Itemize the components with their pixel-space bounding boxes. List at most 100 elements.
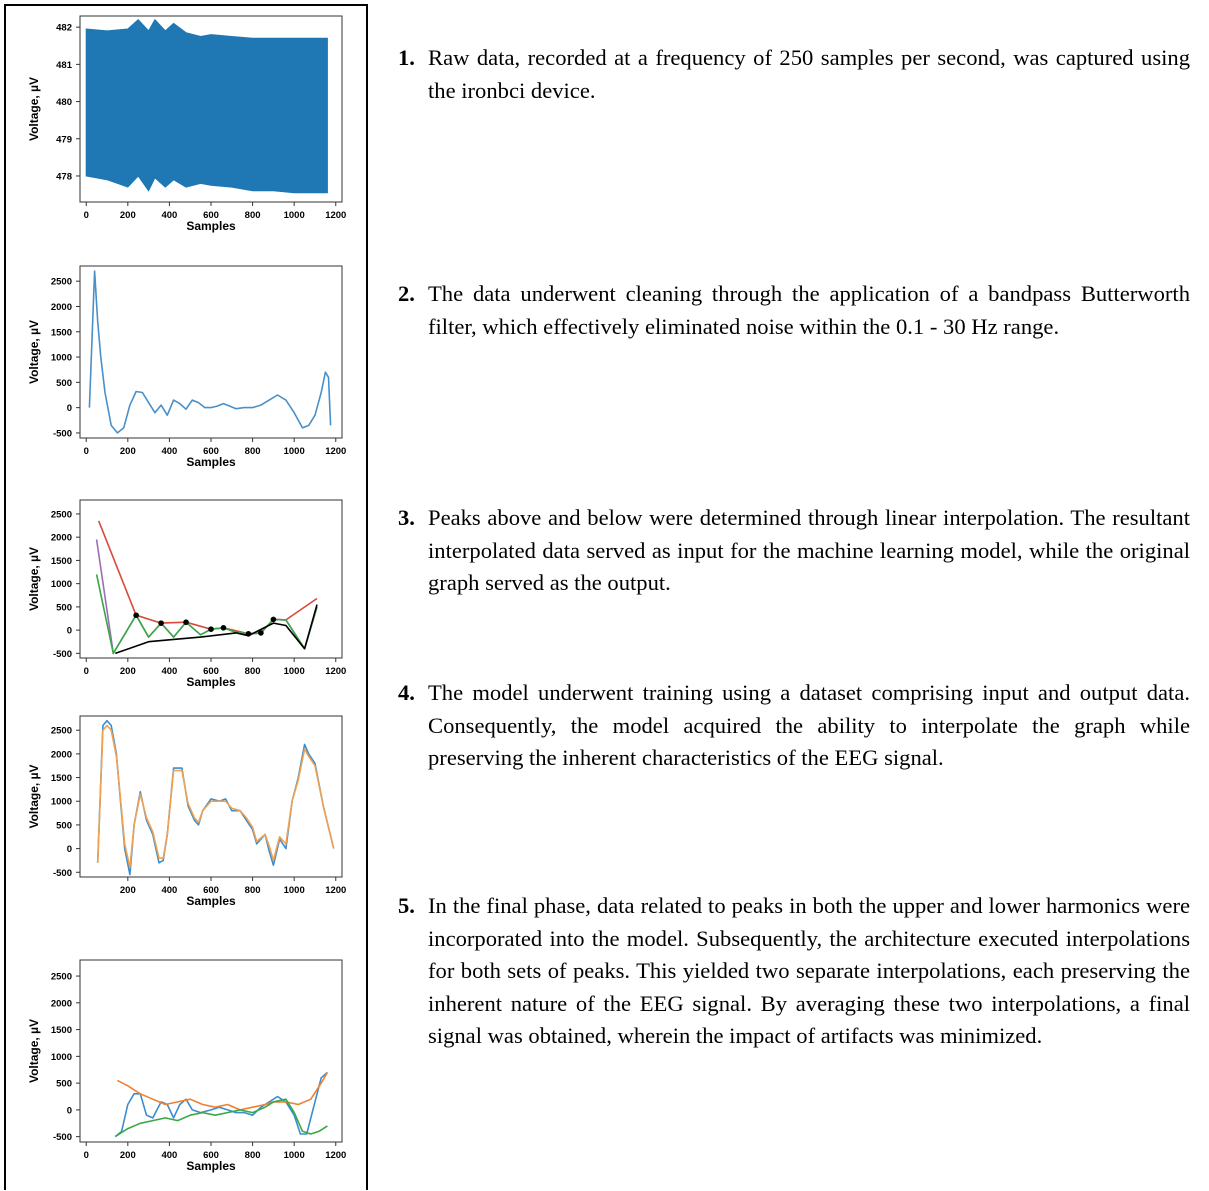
series-band bbox=[85, 18, 328, 194]
y-axis-label: Voltage, µV bbox=[27, 547, 41, 611]
plot-frame bbox=[79, 499, 343, 659]
x-tick-label: 800 bbox=[245, 885, 261, 896]
x-axis-label: Samples bbox=[186, 675, 236, 689]
x-tick-label: 200 bbox=[120, 210, 136, 221]
x-tick-label: 600 bbox=[203, 210, 219, 221]
step-2: 2. The data underwent cleaning through t… bbox=[398, 278, 1190, 343]
x-tick-label: 1200 bbox=[325, 210, 346, 221]
step-number: 5. bbox=[398, 893, 415, 918]
y-tick-label: 2500 bbox=[51, 726, 72, 737]
x-tick-label: 200 bbox=[120, 666, 136, 677]
series-line bbox=[115, 604, 318, 655]
series-line bbox=[114, 1071, 328, 1138]
y-tick-label: -500 bbox=[53, 1132, 72, 1143]
series-line bbox=[96, 724, 335, 869]
x-tick-label: 0 bbox=[84, 446, 89, 457]
interpolated-peaks-plot: 0 200 400 600 800 1000 1200 -500 0 500 1000 1500 200… bbox=[8, 490, 360, 702]
y-tick-label: 2000 bbox=[51, 749, 72, 760]
plot-frame bbox=[79, 265, 343, 439]
x-tick-label: 1200 bbox=[325, 446, 346, 457]
y-tick-label: 1500 bbox=[51, 556, 72, 567]
y-axis-label: Voltage, µV bbox=[27, 320, 41, 384]
series-line bbox=[96, 719, 335, 876]
x-tick-label: 1000 bbox=[284, 446, 305, 457]
x-tick-label: 600 bbox=[203, 885, 219, 896]
y-tick-label: 2000 bbox=[51, 533, 72, 544]
x-axis-label: Samples bbox=[186, 455, 236, 469]
y-tick-label: 478 bbox=[56, 171, 72, 182]
y-tick-label: 480 bbox=[56, 97, 72, 108]
y-axis-label: Voltage, µV bbox=[27, 764, 41, 828]
x-tick-label: 600 bbox=[203, 666, 219, 677]
y-tick-label: -500 bbox=[53, 428, 72, 439]
raw-data-plot: 0 200 400 600 800 1000 1200 478 479 480 481 482 Samp… bbox=[8, 6, 360, 246]
x-tick-label: 600 bbox=[203, 446, 219, 457]
series-line bbox=[117, 1071, 329, 1111]
x-tick-label: 1200 bbox=[325, 885, 346, 896]
peak-point bbox=[270, 616, 277, 623]
x-tick-label: 1000 bbox=[284, 1150, 305, 1161]
series-line bbox=[95, 574, 318, 655]
x-tick-label: 0 bbox=[84, 210, 89, 221]
peak-point bbox=[258, 630, 264, 636]
final-interpolation-plot: 0 200 400 600 800 1000 1200 -500 0 500 1000 1500 200… bbox=[8, 950, 360, 1186]
peak-point bbox=[208, 626, 214, 632]
x-tick-label: 1000 bbox=[284, 885, 305, 896]
y-tick-label: 2500 bbox=[51, 277, 72, 288]
table-left-border bbox=[4, 4, 6, 1190]
x-tick-label: 1000 bbox=[284, 210, 305, 221]
y-tick-label: -500 bbox=[53, 868, 72, 879]
x-tick-label: 800 bbox=[245, 1150, 261, 1161]
step-text: Peaks above and below were determined th… bbox=[428, 505, 1190, 595]
x-axis-label: Samples bbox=[186, 1159, 236, 1173]
chart-svg: 0 200 400 600 800 1000 1200 -500 0 500 1000 1500 200… bbox=[27, 499, 346, 689]
step-text: In the final phase, data related to peak… bbox=[428, 893, 1190, 1048]
peak-point bbox=[245, 631, 252, 637]
table-top-border bbox=[4, 4, 367, 6]
y-tick-label: 500 bbox=[56, 378, 72, 389]
chart-svg: 0 200 400 600 800 1000 1200 -500 0 500 1000 1500 200… bbox=[27, 265, 346, 469]
y-tick-label: 479 bbox=[56, 134, 72, 145]
peak-point bbox=[133, 612, 139, 619]
x-tick-label: 400 bbox=[161, 210, 177, 221]
y-tick-label: 500 bbox=[56, 602, 72, 613]
y-tick-label: 482 bbox=[56, 23, 72, 34]
chart-svg: 0 200 400 600 800 1000 1200 -500 0 500 1000 1500 200… bbox=[27, 959, 346, 1173]
x-tick-label: 800 bbox=[245, 446, 261, 457]
step-number: 4. bbox=[398, 680, 415, 705]
x-tick-label: 800 bbox=[245, 210, 261, 221]
y-tick-label: 500 bbox=[56, 1079, 72, 1090]
x-tick-label: 400 bbox=[161, 885, 177, 896]
y-axis-label: Voltage, µV bbox=[27, 1019, 41, 1083]
step-number: 1. bbox=[398, 45, 415, 70]
y-tick-label: 481 bbox=[56, 60, 73, 71]
peak-point bbox=[220, 624, 227, 631]
x-tick-label: 400 bbox=[161, 1150, 177, 1161]
x-tick-label: 1000 bbox=[284, 666, 305, 677]
y-tick-label: 0 bbox=[67, 626, 72, 637]
peak-point bbox=[158, 620, 164, 626]
model-training-plot: 200 400 600 800 1000 1200 -500 0 500 1000 1500 2000… bbox=[8, 706, 360, 921]
filtered-data-plot: 0 200 400 600 800 1000 1200 -500 0 500 1000 1500 200… bbox=[8, 256, 360, 482]
series-line bbox=[88, 270, 332, 434]
y-tick-label: 0 bbox=[67, 844, 72, 855]
y-tick-label: 1000 bbox=[51, 579, 72, 590]
x-tick-label: 1200 bbox=[325, 1150, 346, 1161]
chart-svg: 0 200 400 600 800 1000 1200 478 479 480 481 482 Samp… bbox=[27, 15, 346, 233]
y-axis-label: Voltage, µV bbox=[27, 77, 41, 141]
chart-svg: 200 400 600 800 1000 1200 -500 0 500 1000 1500 2000… bbox=[27, 715, 346, 908]
y-tick-label: 2500 bbox=[51, 972, 72, 983]
x-tick-label: 600 bbox=[203, 1150, 219, 1161]
x-tick-label: 200 bbox=[120, 1150, 136, 1161]
step-text: The data underwent cleaning through the … bbox=[428, 281, 1190, 339]
step-text: Raw data, recorded at a frequency of 250… bbox=[428, 45, 1190, 103]
step-1: 1. Raw data, recorded at a frequency of … bbox=[398, 42, 1190, 107]
y-tick-label: 2000 bbox=[51, 998, 72, 1009]
x-tick-label: 800 bbox=[245, 666, 261, 677]
y-tick-label: 0 bbox=[67, 403, 72, 414]
y-tick-label: 1500 bbox=[51, 327, 72, 338]
x-axis-label: Samples bbox=[186, 219, 236, 233]
x-tick-label: 200 bbox=[120, 885, 136, 896]
step-5: 5. In the final phase, data related to p… bbox=[398, 890, 1190, 1053]
series-line bbox=[97, 520, 318, 635]
